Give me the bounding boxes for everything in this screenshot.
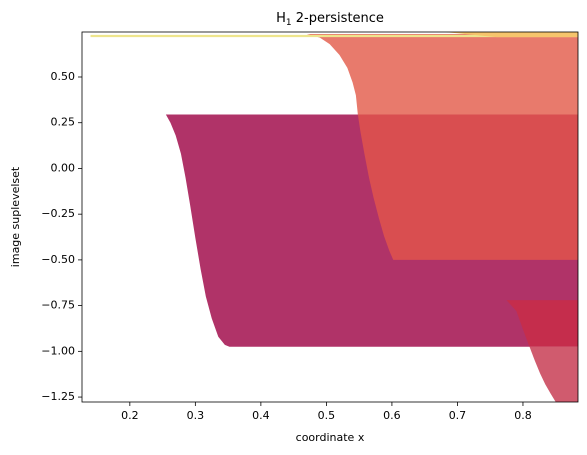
y-tick-label: 0.50 — [51, 70, 76, 83]
x-tick-label: 0.2 — [121, 409, 139, 422]
title-part: 2-persistence — [292, 11, 384, 26]
x-tick-label: 0.5 — [318, 409, 336, 422]
plot-frame — [81, 31, 579, 403]
region — [90, 34, 579, 38]
y-tick-label: −0.75 — [41, 299, 75, 312]
region — [529, 346, 578, 402]
y-tick-label: 0.25 — [51, 116, 76, 129]
y-tick-label: −0.50 — [41, 253, 75, 266]
region — [357, 114, 578, 260]
region — [506, 300, 578, 347]
chart-title: H1 2-persistence — [276, 11, 384, 28]
x-tick-label: 0.3 — [187, 409, 205, 422]
y-tick-label: −0.25 — [41, 207, 75, 220]
title-subscript: 1 — [286, 18, 292, 28]
y-tick-label: −1.25 — [41, 390, 75, 403]
x-tick-label: 0.6 — [383, 409, 401, 422]
region — [444, 32, 578, 38]
y-tick-label: 0.00 — [51, 161, 76, 174]
x-axis-label: coordinate x — [296, 431, 365, 444]
x-tick-label: 0.7 — [449, 409, 467, 422]
y-axis-label: image suplevelset — [9, 166, 22, 267]
title-part: H — [276, 11, 286, 26]
x-tick-label: 0.4 — [252, 409, 270, 422]
x-tick-label: 0.8 — [514, 409, 532, 422]
y-tick-label: −1.00 — [41, 344, 75, 357]
region — [306, 34, 578, 115]
